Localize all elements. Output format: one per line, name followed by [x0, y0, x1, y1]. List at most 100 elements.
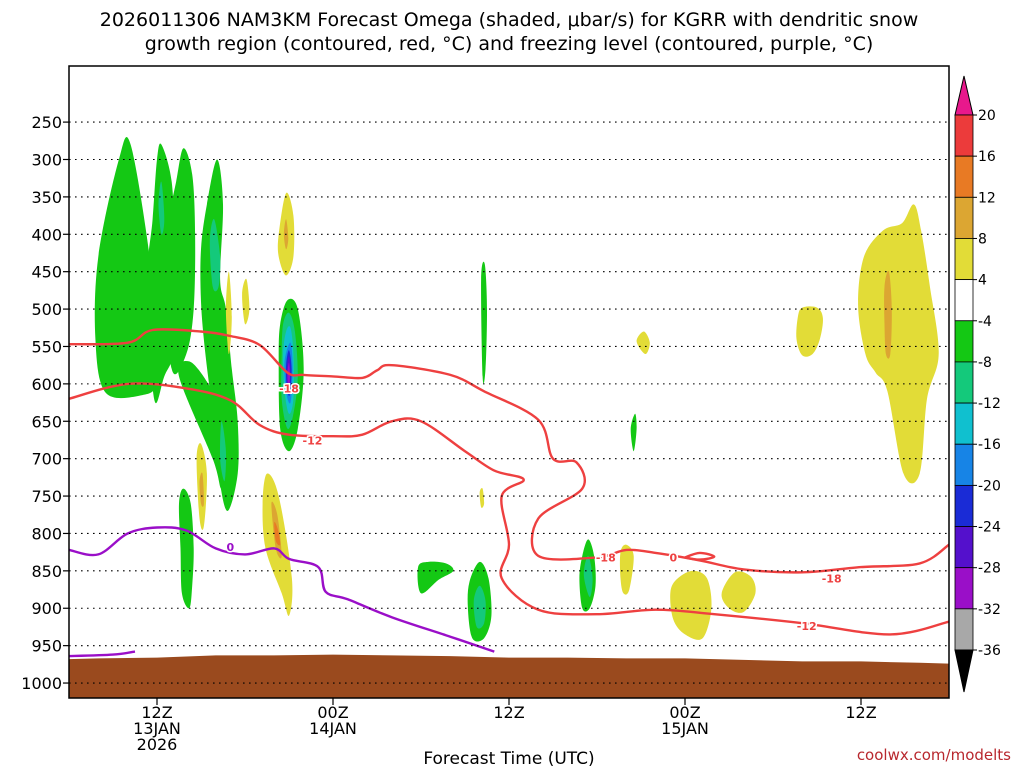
colorbar-swatch-10 — [954, 238, 974, 281]
colorbar-swatch-1 — [954, 608, 974, 651]
omega-region-25 — [481, 261, 488, 384]
omega-region-15 — [287, 362, 290, 388]
colorbar-label-7: -8 — [978, 355, 992, 371]
pressure-axis: 250 300 350 400 450 500 550 600 650 700 750 800 850 9… — [21, 113, 69, 693]
colorbar-swatch-9 — [954, 279, 974, 322]
colorbar-swatch-5 — [954, 443, 974, 486]
contour-label-6: -18 — [279, 382, 299, 395]
credit-link[interactable]: coolwx.com/modelts — [857, 746, 1011, 764]
colorbar-swatch-11 — [954, 196, 974, 239]
x-tick-label-3-0: 00Z — [669, 703, 700, 722]
x-tick-label-2-0: 12Z — [493, 703, 524, 722]
x-tick-label-0-1: 13JAN — [133, 719, 181, 738]
colorbar-swatch-2 — [954, 567, 974, 610]
contour-small-contour — [684, 551, 716, 561]
y-tick-label-600: 600 — [31, 375, 62, 394]
colorbar-label-5: -16 — [978, 437, 1001, 453]
y-tick-label-550: 550 — [31, 337, 62, 356]
colorbar-label-9: 4 — [978, 273, 987, 289]
colorbar-swatch-min — [954, 649, 974, 693]
colorbar-label-3: -24 — [978, 520, 1001, 536]
omega-region-29 — [473, 585, 486, 629]
y-tick-label-650: 650 — [31, 412, 62, 431]
pressure-gridlines — [69, 121, 949, 684]
omega-region-7 — [219, 421, 227, 482]
x-axis-title: Forecast Time (UTC) — [423, 749, 594, 768]
y-tick-label-900: 900 — [31, 599, 62, 618]
colorbar-swatch-max — [954, 75, 974, 116]
chart-title-line-2: growth region (contoured, red, °C) and f… — [145, 33, 874, 55]
y-tick-label-500: 500 — [31, 300, 62, 319]
omega-region-26 — [479, 487, 485, 508]
contour-lines — [68, 328, 950, 658]
colorbar-label-2: -28 — [978, 561, 1001, 577]
contour-labels: -12 -18 0 -18 -12 0 -18 — [225, 381, 843, 635]
omega-region-24 — [274, 521, 281, 546]
colorbar-swatch-6 — [954, 402, 974, 445]
contour-freezing-level-near-ground — [68, 650, 136, 658]
x-tick-label-1-0: 00Z — [317, 703, 348, 722]
omega-region-21 — [199, 472, 204, 507]
y-tick-label-700: 700 — [31, 450, 62, 469]
colorbar-label-6: -12 — [978, 396, 1001, 412]
contour-label-1: -18 — [596, 551, 616, 564]
omega-region-27 — [417, 561, 454, 594]
colorbar-label-11: 12 — [978, 190, 996, 206]
colorbar-label-12: 16 — [978, 149, 996, 165]
colorbar-label-10: 8 — [978, 231, 987, 247]
x-tick-label-3-1: 15JAN — [661, 719, 709, 738]
colorbar-swatch-8 — [954, 320, 974, 363]
omega-region-36 — [721, 571, 756, 613]
omega-region-34 — [619, 544, 634, 595]
y-tick-label-400: 400 — [31, 225, 62, 244]
omega-region-6 — [178, 360, 229, 489]
x-tick-label-4-0: 12Z — [845, 703, 876, 722]
colorbar-swatch-3 — [954, 526, 974, 569]
colorbar-label-13: 20 — [978, 108, 996, 124]
omega-region-8 — [178, 488, 194, 609]
chart-title: 2026011306 NAM3KM Forecast Omega (shaded… — [100, 9, 918, 55]
omega-region-37 — [796, 306, 823, 357]
y-tick-label-950: 950 — [31, 637, 62, 656]
contour-freezing-level — [68, 526, 495, 653]
omega-colorbar: -36 -32 -28 -24 -20 -16 -12 -8 -4 4 8 12 16 20 — [954, 75, 1001, 693]
x-tick-label-1-1: 14JAN — [309, 719, 357, 738]
colorbar-swatch-13 — [954, 114, 974, 157]
omega-region-33 — [636, 331, 650, 355]
y-tick-label-300: 300 — [31, 150, 62, 169]
omega-region-0 — [94, 137, 159, 399]
omega-region-39 — [884, 270, 892, 359]
y-tick-label-450: 450 — [31, 263, 62, 282]
colorbar-label-0: -36 — [978, 643, 1001, 659]
contour-label-0: -12 — [303, 435, 323, 448]
contour-dendritic-growth-upper — [68, 328, 950, 574]
colorbar-label-1: -32 — [978, 602, 1001, 618]
terrain-layer — [69, 654, 949, 698]
colorbar-label-4: -20 — [978, 478, 1001, 494]
y-tick-label-250: 250 — [31, 113, 62, 132]
contour-label-3: -18 — [822, 572, 842, 585]
contour-label-2: 0 — [669, 551, 677, 564]
colorbar-label-8: -4 — [978, 314, 992, 330]
y-tick-label-750: 750 — [31, 487, 62, 506]
contour-label-4: -12 — [797, 620, 817, 633]
omega-region-32 — [630, 413, 637, 452]
y-tick-label-850: 850 — [31, 562, 62, 581]
colorbar-swatch-4 — [954, 484, 974, 527]
omega-region-31 — [583, 555, 593, 598]
y-tick-label-1000: 1000 — [21, 674, 62, 693]
omega-region-4 — [209, 219, 221, 292]
x-tick-label-0-2: 2026 — [137, 735, 178, 754]
colorbar-swatch-7 — [954, 361, 974, 404]
contour-dendritic-growth-lower — [68, 382, 950, 636]
omega-region-35 — [670, 570, 712, 640]
y-tick-label-800: 800 — [31, 524, 62, 543]
omega-region-5 — [158, 181, 165, 235]
chart-title-line-1: 2026011306 NAM3KM Forecast Omega (shaded… — [100, 9, 918, 31]
x-tick-label-0-0: 12Z — [141, 703, 172, 722]
omega-region-2 — [164, 148, 196, 375]
y-tick-label-350: 350 — [31, 188, 62, 207]
colorbar-swatch-12 — [954, 155, 974, 198]
